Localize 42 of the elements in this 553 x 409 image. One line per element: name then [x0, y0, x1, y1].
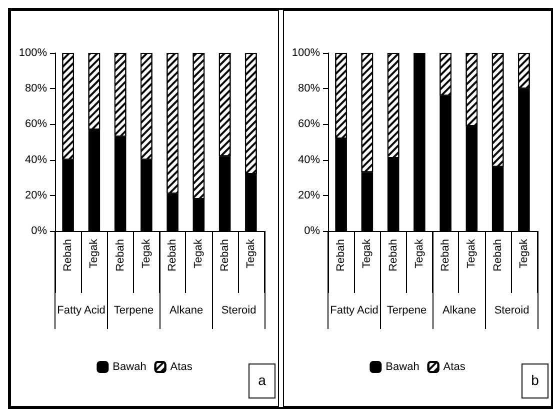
legend-label: Atas — [170, 361, 193, 373]
text: Fatty Acid — [57, 304, 106, 316]
text: Alkane — [169, 304, 204, 316]
x-tick-label: Tegak — [518, 238, 530, 268]
y-tick-label: 100% — [18, 47, 48, 59]
y-tick-label: 20% — [24, 189, 48, 202]
y-tick-label: 0% — [304, 225, 320, 237]
x-tick-label: Rebah — [218, 239, 231, 272]
text: Steroid — [494, 304, 530, 316]
text: Steroid — [221, 304, 256, 316]
x-tick-label: Tegak — [361, 238, 374, 268]
x-tick-label: Rebah — [166, 239, 179, 272]
y-tick-label: 40% — [298, 154, 320, 166]
legend-label: Bawah — [112, 361, 146, 373]
y-tick-label: 40% — [24, 154, 48, 166]
text: Fatty Acid — [330, 304, 378, 316]
y-tick-label: 80% — [24, 82, 48, 95]
x-tick-label: Rebah — [335, 239, 348, 272]
text: a — [258, 372, 266, 388]
x-tick-label: Rebah — [387, 239, 400, 272]
x-tick-label: Tegak — [244, 238, 257, 268]
x-tick-label: Tegak — [192, 238, 205, 268]
x-tick-label: Rebah — [440, 239, 452, 272]
y-tick-label: 80% — [298, 82, 320, 95]
x-tick-label: Tegak — [88, 238, 100, 268]
x-tick-label: Tegak — [413, 238, 426, 268]
y-tick-label: 20% — [298, 189, 320, 202]
y-tick-label: 60% — [298, 118, 320, 130]
x-tick-label: Rebah — [114, 239, 126, 272]
x-tick-label: Rebah — [62, 239, 74, 272]
text: Terpene — [114, 304, 154, 316]
y-tick-label: 100% — [292, 47, 320, 59]
y-tick-label: 60% — [24, 118, 48, 130]
text: Terpene — [386, 304, 427, 316]
legend-label: Bawah — [386, 361, 420, 373]
x-tick-label: Tegak — [466, 238, 478, 268]
text: Alkane — [442, 304, 476, 316]
x-tick-label: Tegak — [140, 238, 152, 268]
legend-label: Atas — [443, 361, 466, 373]
y-tick-label: 0% — [31, 225, 48, 237]
text: b — [531, 372, 540, 388]
x-tick-label: Rebah — [492, 239, 504, 272]
